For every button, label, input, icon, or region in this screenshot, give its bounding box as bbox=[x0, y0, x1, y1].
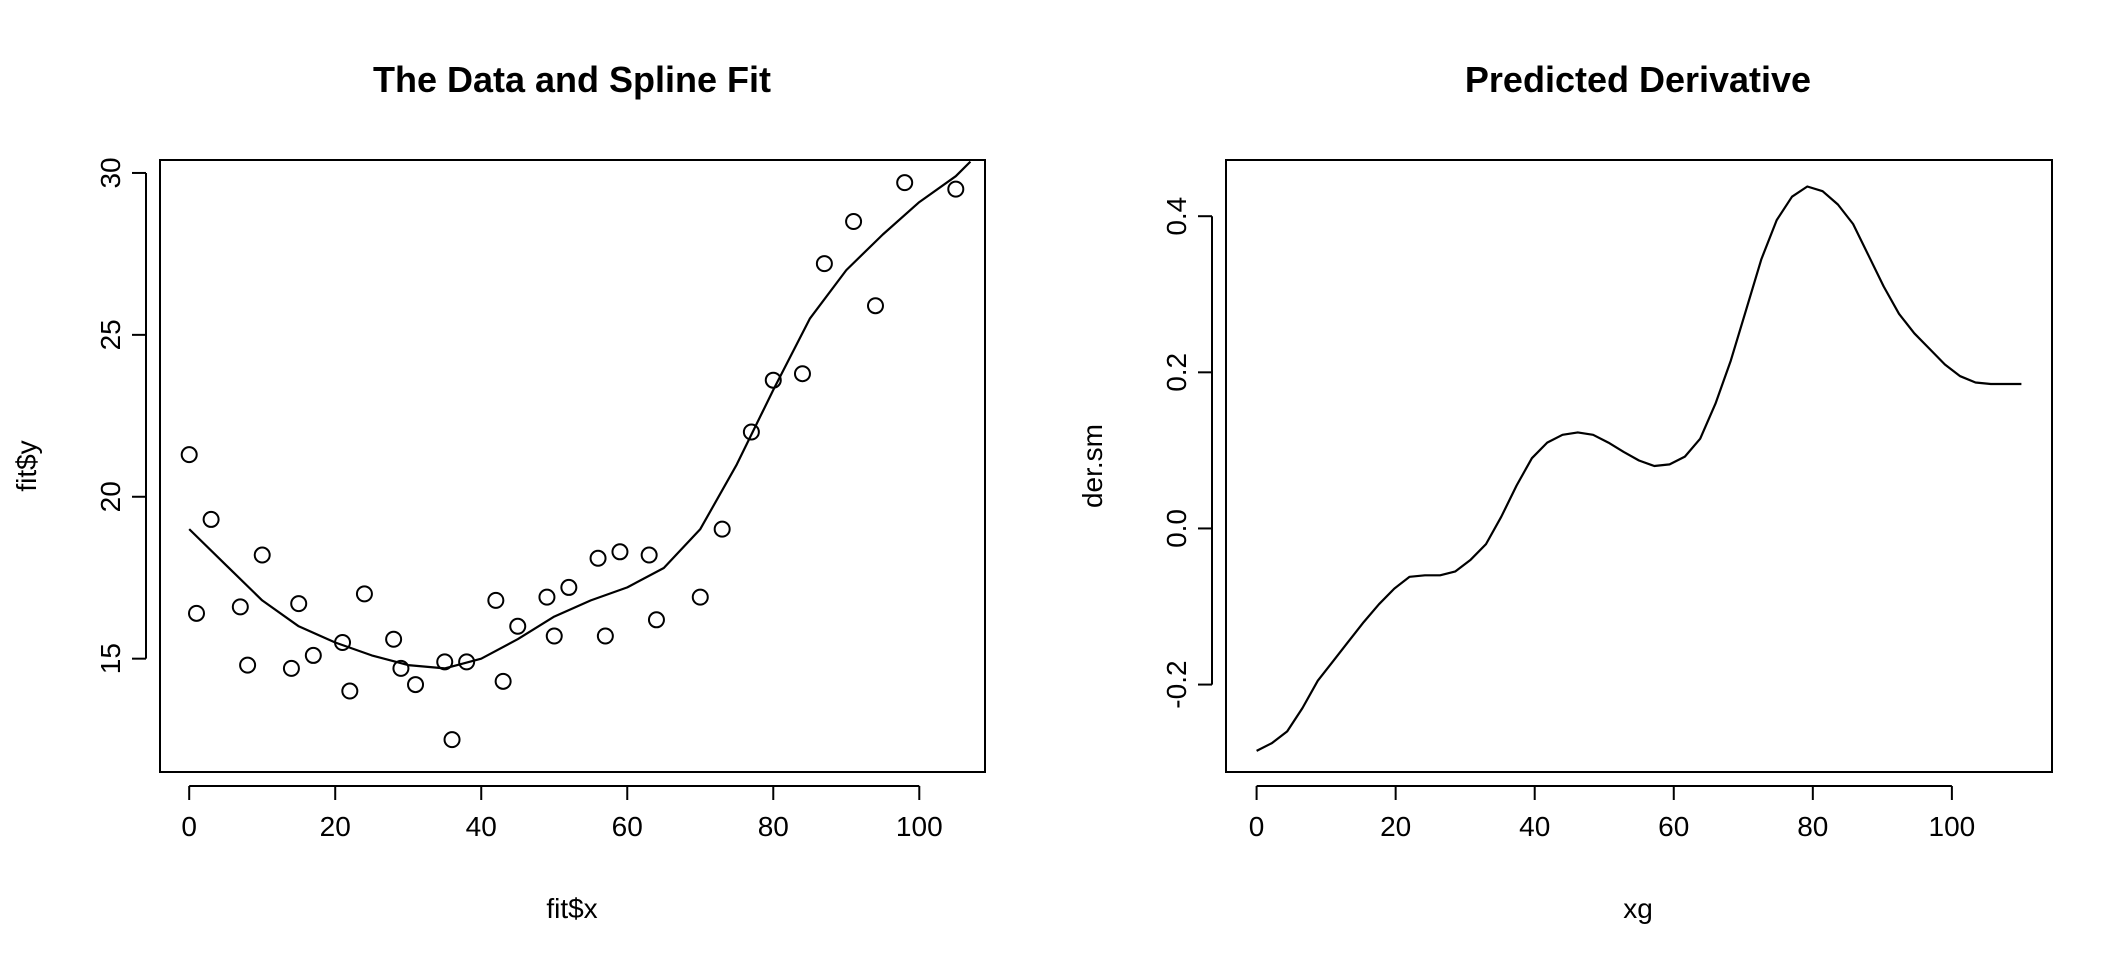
spline-fit-panel: The Data and Spline Fit fit$x fit$y 0 20 4… bbox=[11, 59, 986, 924]
x-tick-label: 40 bbox=[1519, 811, 1550, 842]
x-axis-label: fit$x bbox=[546, 893, 597, 924]
data-point bbox=[545, 627, 563, 645]
y-axis-label: der.sm bbox=[1077, 424, 1108, 508]
y-tick-label: 20 bbox=[95, 481, 126, 512]
y-tick-label: 15 bbox=[95, 643, 126, 674]
data-point bbox=[443, 731, 461, 749]
data-point bbox=[815, 255, 833, 273]
x-tick-label: 0 bbox=[181, 811, 197, 842]
data-point bbox=[713, 520, 731, 538]
data-point bbox=[282, 659, 300, 677]
data-point bbox=[560, 578, 578, 596]
data-point bbox=[458, 653, 476, 671]
derivative-line bbox=[1256, 185, 2022, 752]
data-point bbox=[180, 446, 198, 464]
data-point bbox=[596, 627, 614, 645]
data-point bbox=[640, 546, 658, 564]
y-tick-label: -0.2 bbox=[1161, 660, 1192, 708]
data-point bbox=[341, 682, 359, 700]
x-tick-label: 20 bbox=[1380, 811, 1411, 842]
data-point bbox=[538, 588, 556, 606]
y-tick-label: 0.4 bbox=[1161, 197, 1192, 236]
data-point bbox=[896, 174, 914, 192]
data-point bbox=[947, 180, 965, 198]
data-point bbox=[392, 659, 410, 677]
data-point bbox=[793, 365, 811, 383]
data-point bbox=[611, 543, 629, 561]
data-point bbox=[385, 630, 403, 648]
x-tick-label: 60 bbox=[1658, 811, 1689, 842]
x-tick-label: 60 bbox=[612, 811, 643, 842]
data-point bbox=[742, 423, 760, 441]
data-point bbox=[231, 598, 249, 616]
data-point bbox=[407, 676, 425, 694]
data-point bbox=[866, 297, 884, 315]
x-tick-label: 100 bbox=[1929, 811, 1976, 842]
x-tick-label: 40 bbox=[466, 811, 497, 842]
x-tick-label: 80 bbox=[758, 811, 789, 842]
plot-marks: 0 20 40 60 80 100 15 20 25 30 bbox=[95, 157, 972, 842]
data-point bbox=[304, 646, 322, 664]
data-point bbox=[509, 617, 527, 635]
x-tick-label: 0 bbox=[1249, 811, 1265, 842]
plot-frame bbox=[1225, 159, 2053, 773]
y-axis-label: fit$y bbox=[11, 440, 42, 491]
data-point bbox=[355, 585, 373, 603]
data-point bbox=[494, 672, 512, 690]
data-point bbox=[647, 611, 665, 629]
plot-marks: 0 20 40 60 80 100 -0.2 0.0 0.2 0.4 bbox=[1161, 185, 2022, 842]
chart-title: Predicted Derivative bbox=[1465, 59, 1811, 100]
y-tick-label: 25 bbox=[95, 319, 126, 350]
x-tick-label: 20 bbox=[320, 811, 351, 842]
data-point bbox=[487, 591, 505, 609]
data-point bbox=[845, 213, 863, 231]
y-tick-label: 0.0 bbox=[1161, 509, 1192, 548]
x-tick-label: 100 bbox=[896, 811, 943, 842]
data-point bbox=[253, 546, 271, 564]
y-tick-label: 30 bbox=[95, 157, 126, 188]
spline-fit-line bbox=[188, 160, 972, 670]
x-tick-label: 80 bbox=[1797, 811, 1828, 842]
data-point bbox=[691, 588, 709, 606]
data-point bbox=[188, 604, 206, 622]
data-point bbox=[589, 549, 607, 567]
y-tick-label: 0.2 bbox=[1161, 353, 1192, 392]
x-axis-label: xg bbox=[1623, 893, 1653, 924]
data-point bbox=[239, 656, 257, 674]
data-point bbox=[290, 595, 308, 613]
data-point bbox=[202, 510, 220, 528]
plot-frame bbox=[159, 159, 986, 773]
chart-title: The Data and Spline Fit bbox=[373, 59, 771, 100]
derivative-panel: Predicted Derivative xg der.sm 0 20 40 60 80… bbox=[1077, 59, 2053, 924]
